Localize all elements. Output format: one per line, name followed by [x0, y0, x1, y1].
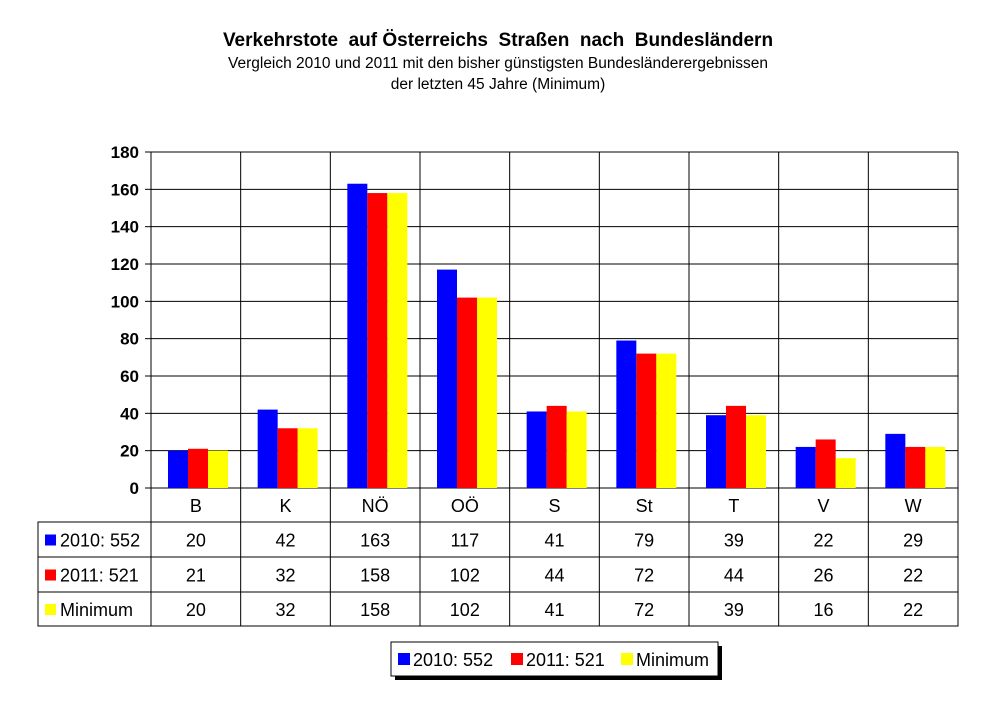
bar-K-2	[297, 428, 318, 488]
table-cell-value: 22	[903, 566, 923, 586]
bar-V-0	[795, 446, 816, 488]
y-tick-label: 180	[111, 143, 139, 162]
table-cell-value: 39	[724, 531, 744, 551]
bar-St-0	[616, 340, 637, 488]
bar-S-2	[566, 411, 587, 488]
bar-OÖ-2	[477, 297, 497, 488]
bar-K-0	[257, 409, 278, 488]
y-tick-label: 20	[120, 442, 139, 461]
table-cell-value: 79	[634, 531, 654, 551]
table-series-label: Minimum	[60, 600, 133, 620]
data-table: B K NÖ OÖ S St T V W 2010: 552 20 42 163 117 41 79 39 22 2…	[37, 488, 959, 627]
bar-S-0	[526, 411, 547, 488]
table-cell-value: 163	[360, 531, 390, 551]
table-cell-value: 44	[544, 566, 564, 586]
bar-B-0	[168, 450, 188, 488]
table-series-label: 2010: 552	[60, 531, 140, 551]
x-category-label: B	[190, 496, 202, 516]
y-tick-label: 100	[111, 292, 139, 311]
table-legend-swatch	[45, 569, 56, 581]
table-cell-value: 102	[450, 566, 480, 586]
table-cell-value: 20	[186, 531, 206, 551]
table-legend-swatch	[45, 604, 56, 615]
x-category-label: T	[728, 496, 739, 516]
bar-S-1	[546, 405, 567, 488]
bar-St-2	[656, 353, 677, 488]
x-category-label: S	[548, 496, 560, 516]
table-cell-value: 16	[813, 600, 833, 620]
table-cell-value: 42	[275, 531, 295, 551]
table-cell-value: 29	[903, 531, 923, 551]
bar-B-1	[188, 448, 208, 488]
chart-subtitle-line-1: Vergleich 2010 und 2011 mit den bisher g…	[228, 55, 768, 72]
table-cell-value: 72	[634, 600, 654, 620]
table-cell-value: 22	[903, 600, 923, 620]
bar-OÖ-0	[437, 269, 457, 488]
y-tick-label: 160	[111, 180, 139, 199]
y-tick-label: 140	[111, 218, 139, 237]
bar-W-0	[885, 433, 906, 488]
table-cell-value: 32	[275, 566, 295, 586]
legend-swatch	[511, 653, 523, 665]
x-category-label: OÖ	[451, 496, 479, 516]
bar-K-1	[277, 428, 298, 488]
legend-label: 2010: 552	[413, 650, 493, 670]
table-series-label: 2011: 521	[60, 566, 139, 586]
y-tick-label: 80	[120, 330, 139, 349]
legend: 2010: 552 2011: 521 Minimum	[390, 641, 722, 680]
table-cell-value: 41	[544, 600, 564, 620]
x-category-label: St	[636, 496, 653, 516]
y-tick-label: 0	[130, 479, 139, 498]
legend-box	[390, 641, 719, 677]
y-tick-label: 60	[120, 367, 139, 386]
bar-T-1	[726, 405, 746, 488]
x-category-label: K	[279, 496, 291, 516]
bar-OÖ-1	[457, 297, 477, 488]
table-cell-value: 102	[450, 600, 480, 620]
table-cell-value: 158	[360, 566, 390, 586]
table-cell-value: 20	[186, 600, 206, 620]
table-cell-value: 41	[544, 531, 564, 551]
bar-St-1	[636, 353, 657, 488]
bar-NÖ-0	[347, 183, 368, 488]
table-cell-value: 26	[813, 566, 833, 586]
legend-swatch	[621, 653, 633, 665]
bar-T-2	[746, 415, 766, 488]
bar-W-2	[925, 446, 946, 488]
bar-B-2	[208, 450, 228, 488]
table-cell-value: 21	[186, 566, 206, 586]
bar-NÖ-2	[387, 193, 408, 489]
x-category-label: W	[905, 496, 922, 516]
legend-label: Minimum	[636, 650, 709, 670]
bar-NÖ-1	[367, 193, 388, 489]
plot-area: 0 20 40 60 80 100 120 140 160 180	[111, 143, 959, 626]
table-cell-value: 72	[634, 566, 654, 586]
y-tick-label: 120	[111, 255, 139, 274]
bar-W-1	[905, 446, 926, 488]
chart-subtitle-line-2: der letzten 45 Jahre (Minimum)	[391, 76, 606, 93]
table-cell-value: 32	[275, 600, 295, 620]
bar-V-2	[835, 458, 856, 488]
table-cell-value: 44	[724, 566, 744, 586]
chart-title: Verkehrstote auf Österreichs Straßen nac…	[223, 30, 773, 51]
table-cell-value: 39	[724, 600, 744, 620]
y-tick-label: 40	[120, 404, 139, 423]
table-cell-value: 117	[450, 531, 479, 551]
x-category-label: V	[817, 496, 829, 516]
x-category-label: NÖ	[362, 496, 389, 516]
table-cell-value: 158	[360, 600, 390, 620]
bar-V-1	[815, 439, 836, 488]
table-legend-swatch	[45, 534, 56, 546]
legend-swatch	[398, 653, 410, 665]
legend-label: 2011: 521	[526, 650, 605, 670]
bar-T-0	[706, 415, 726, 488]
table-cell-value: 22	[813, 531, 833, 551]
